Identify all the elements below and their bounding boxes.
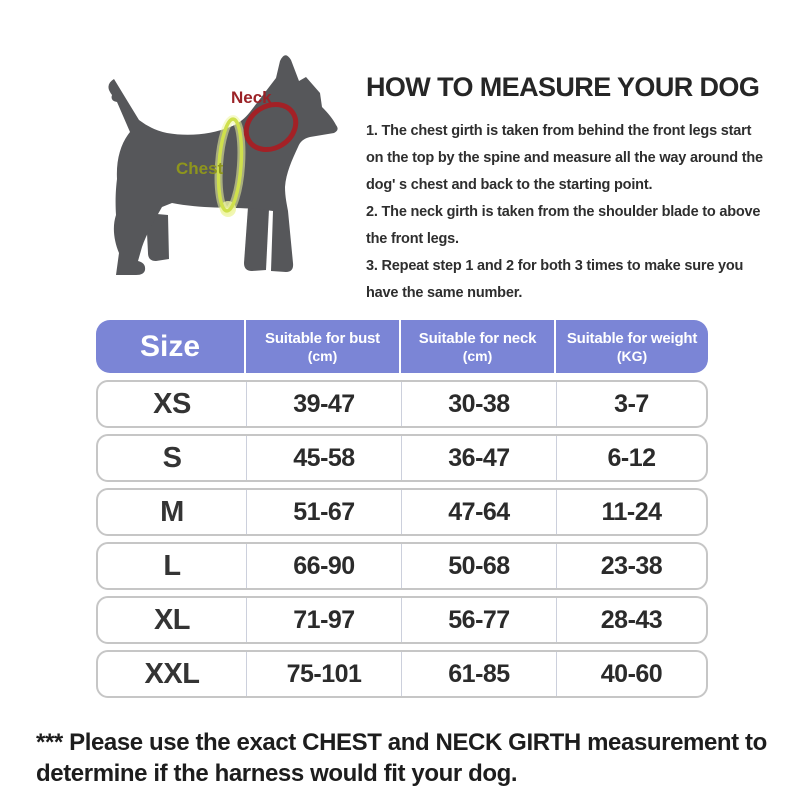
bust-cell: 71-97 (246, 598, 401, 642)
instructions: 1. The chest girth is taken from behind … (366, 118, 786, 307)
bust-cell: 66-90 (246, 544, 401, 588)
size-cell: XS (153, 387, 191, 420)
size-cell: XL (153, 603, 191, 636)
weight-cell: 28-43 (556, 598, 706, 642)
step-2-line-1: 2. The neck girth is taken from the shou… (366, 204, 761, 220)
chest-girth-band (214, 115, 246, 217)
neck-cell: 30-38 (401, 382, 556, 426)
measuring-guide: HOW TO MEASURE YOUR DOG 1. The chest gir… (366, 72, 786, 307)
neck-cell: 36-47 (401, 436, 556, 480)
step-2-line-2: the front legs. (366, 231, 459, 247)
weight-cell: 3-7 (556, 382, 706, 426)
table-row-xl: XL 71-97 56-77 28-43 (96, 596, 708, 644)
column-header-size: Size (139, 329, 201, 363)
step-3-line-2: have the same number. (366, 285, 523, 301)
chest-label: Chest (176, 159, 224, 178)
neck-label: Neck (231, 88, 272, 107)
weight-cell: 23-38 (556, 544, 706, 588)
table-row-m: M 51-67 47-64 11-24 (96, 488, 708, 536)
bust-cell: 75-101 (246, 652, 401, 696)
neck-cell: 61-85 (401, 652, 556, 696)
neck-cell: 50-68 (401, 544, 556, 588)
size-cell: L (163, 549, 181, 582)
table-row-xxl: XXL 75-101 61-85 40-60 (96, 650, 708, 698)
neck-girth-ring (243, 101, 299, 153)
size-cell: S (162, 441, 182, 474)
size-chart-table: Size Suitable for bust (cm) Suitable for… (96, 320, 708, 704)
bust-cell: 39-47 (246, 382, 401, 426)
step-1-line-2: on the top by the spine and measure all … (366, 150, 763, 166)
dog-silhouette-graphic: Neck Chest (108, 55, 338, 275)
size-cell: XXL (144, 657, 200, 690)
measure-diagram: Neck Chest (72, 35, 377, 305)
page-title: HOW TO MEASURE YOUR DOG (366, 72, 760, 102)
step-3-line-1: 3. Repeat step 1 and 2 for both 3 times … (366, 258, 744, 274)
footer-note-line-2: determine if the harness would fit your … (36, 760, 518, 787)
column-header-neck: Suitable for neck (cm) (399, 320, 554, 373)
column-header-bust: Suitable for bust (cm) (244, 320, 399, 373)
footer-note-line-1: *** Please use the exact CHEST and NECK … (36, 729, 767, 756)
dog-silhouette (108, 55, 338, 275)
table-row-s: S 45-58 36-47 6-12 (96, 434, 708, 482)
table-row-l: L 66-90 50-68 23-38 (96, 542, 708, 590)
neck-cell: 56-77 (401, 598, 556, 642)
column-header-weight: Suitable for weight (KG) (554, 320, 708, 373)
neck-cell: 47-64 (401, 490, 556, 534)
table-row-xs: XS 39-47 30-38 3-7 (96, 380, 708, 428)
bust-cell: 45-58 (246, 436, 401, 480)
footer-note: *** Please use the exact CHEST and NECK … (36, 727, 767, 789)
weight-cell: 40-60 (556, 652, 706, 696)
step-1-line-1: 1. The chest girth is taken from behind … (366, 123, 752, 139)
size-cell: M (160, 495, 184, 528)
weight-cell: 11-24 (556, 490, 706, 534)
step-1-line-3: dog' s chest and back to the starting po… (366, 177, 653, 193)
weight-cell: 6-12 (556, 436, 706, 480)
bust-cell: 51-67 (246, 490, 401, 534)
table-header-row: Size Suitable for bust (cm) Suitable for… (96, 320, 708, 373)
